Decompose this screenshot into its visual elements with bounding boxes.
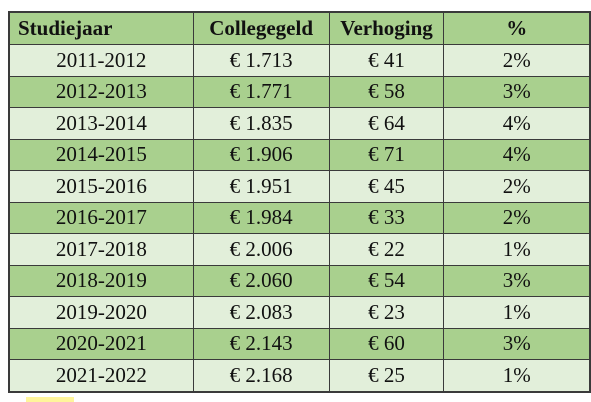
cell-verhoging: € 54	[328, 264, 445, 297]
cell-year: 2016-2017	[8, 201, 194, 234]
table-row: 2020-2021 € 2.143 € 60 3%	[8, 327, 591, 360]
cell-verhoging: € 33	[328, 201, 445, 234]
cell-collegegeld: € 2.006	[192, 233, 330, 266]
cell-year: 2021-2022	[8, 359, 194, 392]
table-row: 2013-2014 € 1.835 € 64 4%	[8, 107, 591, 140]
cell-verhoging: € 41	[328, 44, 445, 77]
header-collegegeld: Collegegeld	[192, 11, 330, 45]
cell-year: 2017-2018	[8, 233, 194, 266]
highlight-mark	[26, 397, 74, 402]
cell-collegegeld: € 2.143	[192, 327, 330, 360]
cell-verhoging: € 22	[328, 233, 445, 266]
cell-verhoging: € 23	[328, 296, 445, 329]
cell-percent: 2%	[443, 170, 591, 203]
cell-year: 2018-2019	[8, 264, 194, 297]
cell-verhoging: € 25	[328, 359, 445, 392]
cell-year: 2019-2020	[8, 296, 194, 329]
table-row: 2015-2016 € 1.951 € 45 2%	[8, 170, 591, 203]
cell-collegegeld: € 1.984	[192, 201, 330, 234]
cell-percent: 3%	[443, 327, 591, 360]
cell-year: 2011-2012	[8, 44, 194, 77]
cell-collegegeld: € 1.906	[192, 138, 330, 171]
cell-percent: 1%	[443, 359, 591, 392]
table-row: 2017-2018 € 2.006 € 22 1%	[8, 233, 591, 266]
cell-year: 2013-2014	[8, 107, 194, 140]
tuition-table: Studiejaar Collegegeld Verhoging % 2011-…	[8, 11, 591, 393]
cell-verhoging: € 60	[328, 327, 445, 360]
cell-percent: 2%	[443, 44, 591, 77]
header-studiejaar: Studiejaar	[8, 11, 194, 45]
cell-percent: 4%	[443, 138, 591, 171]
cell-collegegeld: € 2.168	[192, 359, 330, 392]
cell-verhoging: € 45	[328, 170, 445, 203]
cell-collegegeld: € 1.771	[192, 75, 330, 108]
table-row: 2011-2012 € 1.713 € 41 2%	[8, 44, 591, 77]
table-row: 2018-2019 € 2.060 € 54 3%	[8, 264, 591, 297]
table-header-row: Studiejaar Collegegeld Verhoging %	[8, 11, 591, 45]
cell-percent: 3%	[443, 264, 591, 297]
cell-collegegeld: € 1.713	[192, 44, 330, 77]
table-row: 2021-2022 € 2.168 € 25 1%	[8, 359, 591, 392]
cell-verhoging: € 71	[328, 138, 445, 171]
tuition-table-container: Studiejaar Collegegeld Verhoging % 2011-…	[8, 11, 591, 393]
table-row: 2012-2013 € 1.771 € 58 3%	[8, 75, 591, 108]
table-row: 2016-2017 € 1.984 € 33 2%	[8, 201, 591, 234]
table-body: 2011-2012 € 1.713 € 41 2% 2012-2013 € 1.771 € …	[8, 44, 591, 392]
cell-year: 2014-2015	[8, 138, 194, 171]
header-percent: %	[443, 11, 591, 45]
cell-year: 2020-2021	[8, 327, 194, 360]
cell-collegegeld: € 2.060	[192, 264, 330, 297]
cell-percent: 3%	[443, 75, 591, 108]
cell-percent: 1%	[443, 296, 591, 329]
cell-percent: 2%	[443, 201, 591, 234]
cell-percent: 4%	[443, 107, 591, 140]
cell-verhoging: € 58	[328, 75, 445, 108]
cell-percent: 1%	[443, 233, 591, 266]
cell-collegegeld: € 1.951	[192, 170, 330, 203]
cell-verhoging: € 64	[328, 107, 445, 140]
header-verhoging: Verhoging	[328, 11, 445, 45]
table-row: 2019-2020 € 2.083 € 23 1%	[8, 296, 591, 329]
cell-year: 2015-2016	[8, 170, 194, 203]
cell-collegegeld: € 1.835	[192, 107, 330, 140]
cell-collegegeld: € 2.083	[192, 296, 330, 329]
table-row: 2014-2015 € 1.906 € 71 4%	[8, 138, 591, 171]
cell-year: 2012-2013	[8, 75, 194, 108]
